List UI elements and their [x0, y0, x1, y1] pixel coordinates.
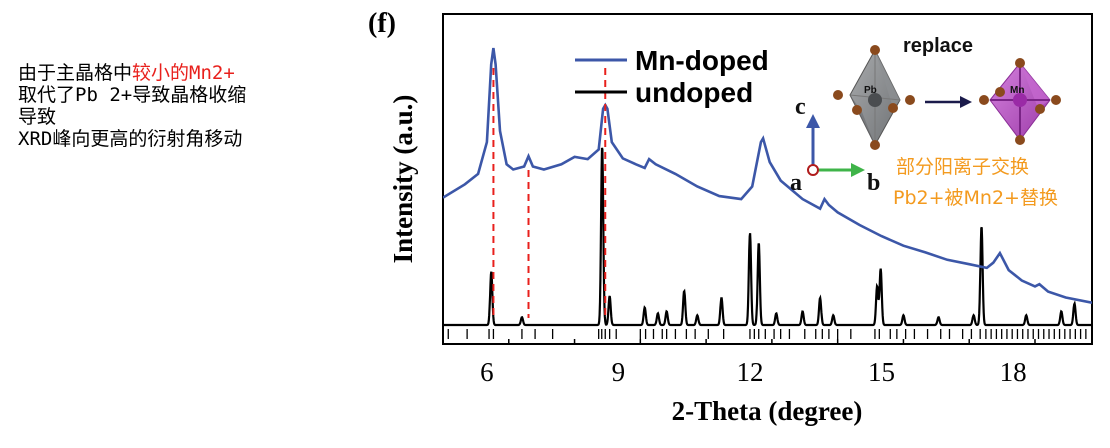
inset-note-line1: 部分阳离子交换	[896, 156, 1029, 178]
replace-arrow-icon	[925, 96, 972, 108]
inset-structure: replace Pb	[790, 35, 1061, 209]
panel-label: (f)	[368, 8, 396, 39]
inset-note-line2: Pb2+被Mn2+替换	[893, 187, 1058, 209]
series-mn-doped-line	[443, 47, 1092, 304]
pb-atom-label: Pb	[864, 85, 877, 96]
annotation-line1-highlight: 较小的Mn2+	[132, 62, 235, 84]
annotation-line2: 取代了Pb 2+导致晶格收缩	[18, 84, 247, 106]
inset-title: replace	[903, 35, 973, 57]
x-tick-label: 15	[868, 357, 895, 387]
pb-octahedron-icon: Pb	[833, 45, 915, 150]
series-undoped-line	[443, 147, 1092, 327]
legend-label-mn-doped: Mn-doped	[635, 45, 769, 76]
plot-frame	[442, 13, 1093, 345]
annotation-line3: 导致	[18, 106, 57, 128]
x-axis-title: 2-Theta (degree)	[672, 396, 863, 426]
annotation-line4: XRD峰向更高的衍射角移动	[18, 128, 243, 150]
annotation-line1-prefix: 由于主晶格中	[18, 62, 133, 84]
annotation-text: 由于主晶格中较小的Mn2+ 取代了Pb 2+导致晶格收缩 导致 XRD峰向更高的…	[18, 62, 246, 150]
y-axis-title: Intensity (a.u.)	[388, 95, 418, 264]
legend-label-undoped: undoped	[635, 77, 753, 108]
axis-a-label: a	[790, 170, 802, 196]
mn-octahedron-icon: Mn	[979, 58, 1061, 145]
x-tick-label: 18	[1000, 357, 1027, 387]
mn-atom-label: Mn	[1010, 85, 1024, 96]
x-tick-label: 9	[612, 357, 626, 387]
x-tick-label: 12	[736, 357, 763, 387]
reference-lines	[492, 68, 607, 318]
axis-b-label: b	[867, 170, 880, 196]
x-axis-ticks: 6 9 12 15 18	[442, 339, 1036, 387]
reference-ticks	[447, 329, 1087, 339]
legend: Mn-doped undoped	[575, 45, 769, 108]
axis-c-label: c	[795, 94, 806, 120]
x-tick-label: 6	[480, 357, 494, 387]
crystal-axes-icon: c b a	[790, 94, 880, 196]
